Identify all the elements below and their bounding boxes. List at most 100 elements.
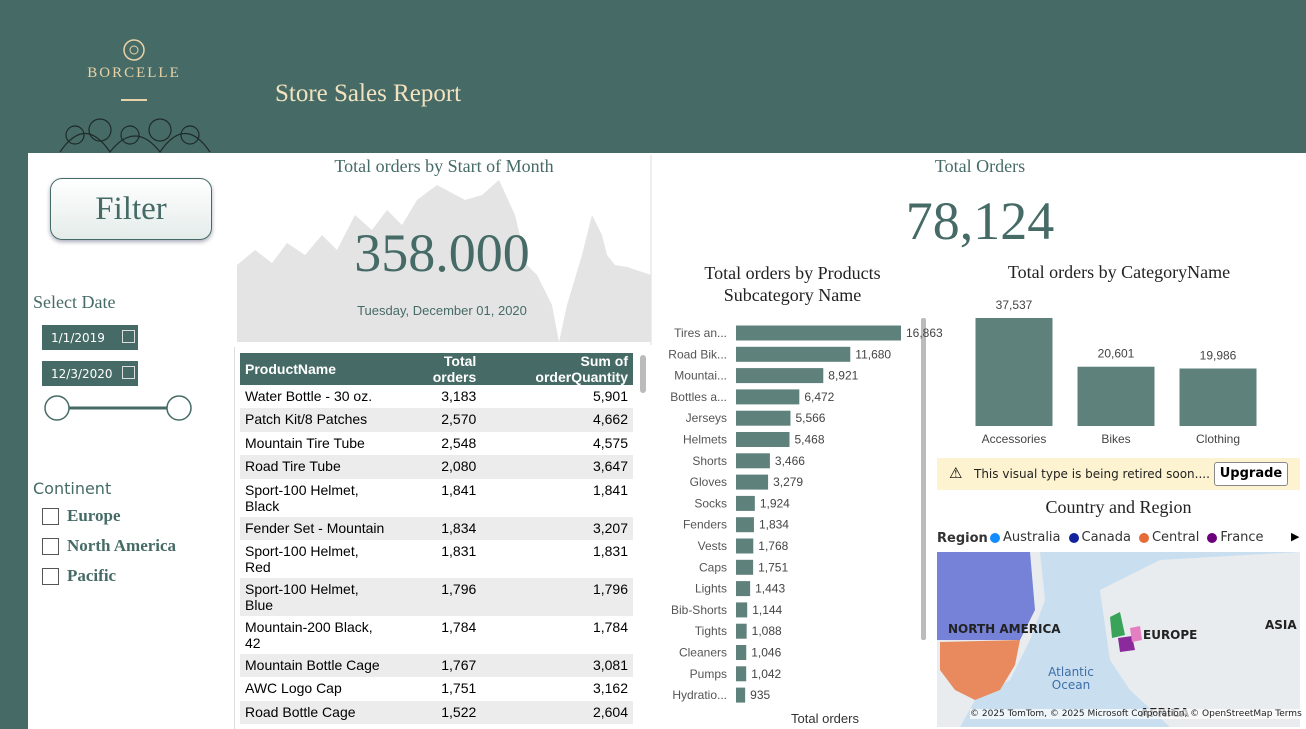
bar [736, 368, 824, 384]
logo [59, 39, 211, 153]
table-cell: Sport-100 Helmet, Red [245, 542, 359, 575]
table-cell: Mountain-200 Black, 38 [240, 724, 393, 729]
value-label: 1,443 [755, 582, 785, 596]
table-cell: Mountain Tire Tube [245, 434, 365, 451]
bar [736, 389, 800, 405]
header-band [0, 0, 1306, 153]
category-label: Tires an... [674, 326, 727, 340]
map [937, 552, 1300, 727]
bar [736, 474, 769, 490]
category-label: Fenders [683, 518, 727, 532]
table-cell: 1,834 [393, 516, 482, 540]
area-title: Total orders by Start of Month [334, 156, 554, 176]
bar [736, 453, 770, 469]
legend-entry[interactable]: Central [1151, 530, 1200, 545]
warning-banner: ⚠ This visual type is being retired soon… [937, 458, 1300, 490]
map-label: ASIA [1265, 618, 1297, 632]
category-label: Bib-Shorts [671, 603, 727, 617]
category-label: Cleaners [679, 646, 727, 660]
legend-dot [1207, 533, 1218, 543]
legend-entry[interactable]: Australia [1003, 530, 1061, 545]
table-cell: 3,207 [481, 516, 633, 540]
value-label: 19,986 [1200, 348, 1237, 362]
bar [736, 687, 746, 703]
category-label: Socks [694, 496, 727, 510]
column-header: Total orders [393, 353, 482, 385]
table-cell: 1,841 [592, 481, 628, 498]
value-label: 1,924 [760, 496, 790, 510]
area-background [237, 180, 651, 342]
category-label: Shorts [692, 454, 727, 468]
value-label: 1,768 [758, 539, 788, 553]
category-label: Pumps [690, 667, 727, 681]
start-date: 1/1/2019 [51, 331, 105, 345]
filter-button[interactable]: Filter [50, 178, 212, 240]
table-cell: 5,901 [592, 388, 628, 404]
table-cell: 2,570 [393, 408, 482, 432]
checkbox[interactable] [42, 538, 59, 555]
map-region [1118, 636, 1135, 652]
legend-entry[interactable]: Canada [1081, 530, 1131, 545]
table-cell: 1,831 [592, 542, 628, 559]
area-date: Tuesday, December 01, 2020 [357, 303, 527, 318]
logo-flowers [59, 118, 211, 153]
map-title: Country and Region [1045, 497, 1192, 517]
area-value: 358.000 [354, 223, 530, 283]
value-label: 11,680 [855, 347, 891, 361]
legend-dot [1138, 533, 1149, 543]
table-cell: 3,081 [481, 653, 633, 678]
value-label: 1,144 [752, 603, 782, 617]
bar [1077, 366, 1155, 426]
table-cell: Water Bottle - 30 oz. [245, 388, 373, 404]
table-row: Sport-100 Helmet, Blue 1,796 1,796 [240, 577, 633, 616]
map-region [940, 640, 1020, 700]
chart-title: Total orders by CategoryName [1007, 262, 1231, 282]
chart-title: Total orders by Products Subcategory Nam… [704, 263, 881, 305]
table-row: Sport-100 Helmet, Red 1,831 1,831 [240, 540, 633, 578]
checkbox[interactable] [42, 568, 59, 585]
checkbox[interactable] [42, 508, 59, 525]
bar [736, 581, 751, 597]
category-label: Vests [698, 539, 727, 553]
scrollbar[interactable] [640, 355, 646, 393]
map-label: NORTH AMERICA [948, 622, 1061, 636]
value-label: 8,921 [828, 369, 858, 383]
value-label: 5,566 [795, 411, 825, 425]
table-row: Mountain-200 Black, 381,4961,496 [240, 724, 633, 729]
legend-arrow[interactable]: ▶ [1291, 530, 1300, 543]
table-cell: 1,796 [481, 577, 633, 616]
date-input[interactable]: 12/3/2020 [42, 361, 138, 386]
date-slider[interactable] [40, 393, 200, 423]
table-cell: Sport-100 Helmet, Blue [240, 577, 393, 616]
table-cell: AWC Logo Cap [245, 680, 342, 697]
value-label: 5,468 [795, 433, 825, 447]
calendar-icon [122, 366, 135, 379]
warning-icon: ⚠ [949, 464, 963, 482]
scrollbar[interactable] [921, 318, 926, 640]
map-label: Atlantic Ocean [1048, 665, 1094, 692]
table-cell: 1,496 [481, 724, 633, 729]
table-row: Patch Kit/8 Patches 2,570 4,662 [240, 408, 633, 432]
date-input[interactable]: 1/1/2019 [42, 325, 138, 350]
slider-handle[interactable] [166, 395, 192, 421]
slider-handle[interactable] [44, 395, 70, 421]
map-region [937, 552, 1035, 640]
bar [736, 602, 748, 618]
kpi-title: Total Orders [934, 156, 1026, 176]
calendar-icon [122, 330, 135, 343]
upgrade-button[interactable]: Upgrade [1214, 462, 1288, 486]
legend-dot [990, 533, 1000, 543]
legend-entry[interactable]: France [1220, 530, 1264, 545]
axis-label: Total orders [791, 711, 859, 726]
value-label: 37,537 [996, 298, 1033, 312]
category-label: Accessories [982, 432, 1047, 446]
warning-text: This visual type is being retired soon..… [974, 467, 1210, 481]
value-label: 1,088 [752, 624, 782, 638]
table-cell: Road Tire Tube [240, 455, 393, 479]
table-cell: 4,575 [592, 434, 628, 451]
category-label: Road Bik... [668, 347, 727, 361]
category-label: Helmets [683, 433, 727, 447]
continent-label: Continent [33, 479, 112, 498]
table-row: Fender Set - Mountain 1,834 3,207 [240, 516, 633, 540]
bar [736, 346, 851, 362]
